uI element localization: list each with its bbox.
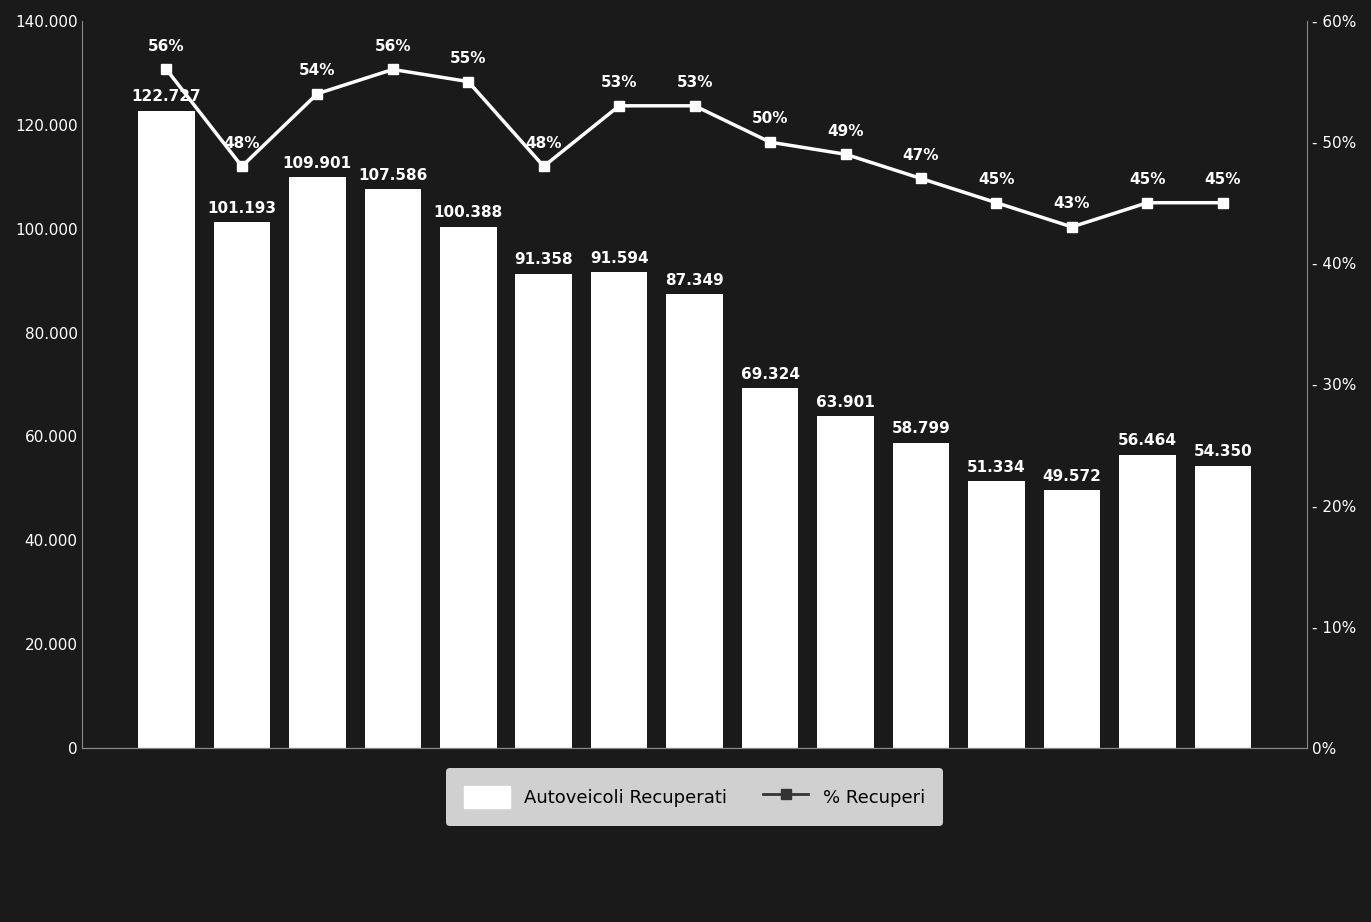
Text: 49.572: 49.572 — [1042, 469, 1101, 484]
Text: 53%: 53% — [676, 75, 713, 90]
Text: 54.350: 54.350 — [1193, 444, 1252, 459]
Bar — [1043, 491, 1100, 748]
Bar — [591, 272, 647, 748]
Text: 100.388: 100.388 — [433, 206, 503, 220]
Text: 54%: 54% — [299, 63, 336, 78]
Text: 48%: 48% — [223, 136, 260, 150]
Bar — [515, 274, 572, 748]
Bar — [968, 481, 1024, 748]
Text: 49%: 49% — [827, 124, 864, 138]
Text: 53%: 53% — [600, 75, 638, 90]
Bar — [893, 443, 949, 748]
Bar — [1194, 466, 1252, 748]
Text: 51.334: 51.334 — [967, 460, 1026, 475]
Bar — [817, 416, 873, 748]
Text: 63.901: 63.901 — [816, 395, 875, 410]
Bar — [214, 222, 270, 748]
Text: 101.193: 101.193 — [207, 201, 277, 217]
Bar — [440, 227, 496, 748]
Bar — [666, 294, 723, 748]
Text: 109.901: 109.901 — [282, 156, 352, 171]
Text: 91.594: 91.594 — [590, 251, 648, 266]
Text: 47%: 47% — [902, 148, 939, 163]
Bar — [365, 189, 421, 748]
Text: 55%: 55% — [450, 51, 487, 65]
Text: 48%: 48% — [525, 136, 562, 150]
Text: 56%: 56% — [148, 39, 185, 53]
Legend: Autoveicoli Recuperati, % Recuperi: Autoveicoli Recuperati, % Recuperi — [447, 768, 943, 826]
Text: 58.799: 58.799 — [891, 421, 950, 436]
Text: 43%: 43% — [1054, 196, 1090, 211]
Text: 91.358: 91.358 — [514, 253, 573, 267]
Text: 45%: 45% — [1205, 172, 1241, 187]
Bar — [1119, 455, 1176, 748]
Text: 56.464: 56.464 — [1117, 433, 1176, 448]
Text: 56%: 56% — [374, 39, 411, 53]
Text: 107.586: 107.586 — [358, 168, 428, 183]
Text: 87.349: 87.349 — [665, 273, 724, 288]
Text: 50%: 50% — [751, 112, 788, 126]
Bar — [742, 388, 798, 748]
Text: 45%: 45% — [1130, 172, 1165, 187]
Bar — [138, 111, 195, 748]
Text: 69.324: 69.324 — [740, 367, 799, 382]
Bar — [289, 177, 345, 748]
Text: 45%: 45% — [978, 172, 1015, 187]
Text: 122.727: 122.727 — [132, 89, 202, 104]
